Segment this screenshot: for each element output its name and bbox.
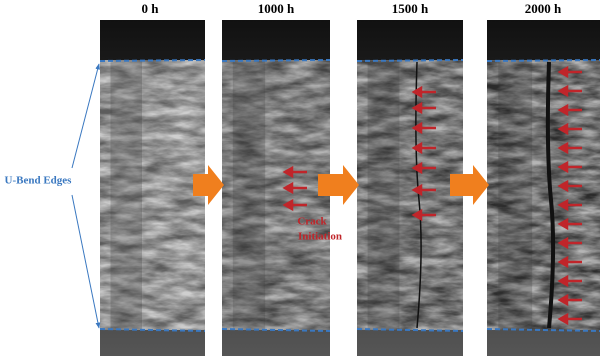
panel-label: 2000 h	[525, 1, 562, 16]
specimen-shade	[111, 60, 143, 330]
crack-label: Crack	[297, 216, 327, 228]
specimen-shade	[368, 60, 400, 330]
edge-arrow	[72, 64, 99, 168]
panel-label: 1500 h	[392, 1, 429, 16]
edge-line	[487, 60, 600, 61]
panel-label: 0 h	[142, 1, 160, 16]
crack-label: Initiation	[298, 231, 342, 243]
specimen-shade	[498, 60, 532, 330]
specimen-shade	[233, 60, 265, 330]
figure: 0 h 1000 h 1500 h 2000 h U-Bend Edges Cr…	[0, 0, 600, 358]
edges-label: U-Bend Edges	[5, 175, 73, 187]
panel-label: 1000 h	[258, 1, 295, 16]
edge-arrow	[72, 195, 99, 328]
